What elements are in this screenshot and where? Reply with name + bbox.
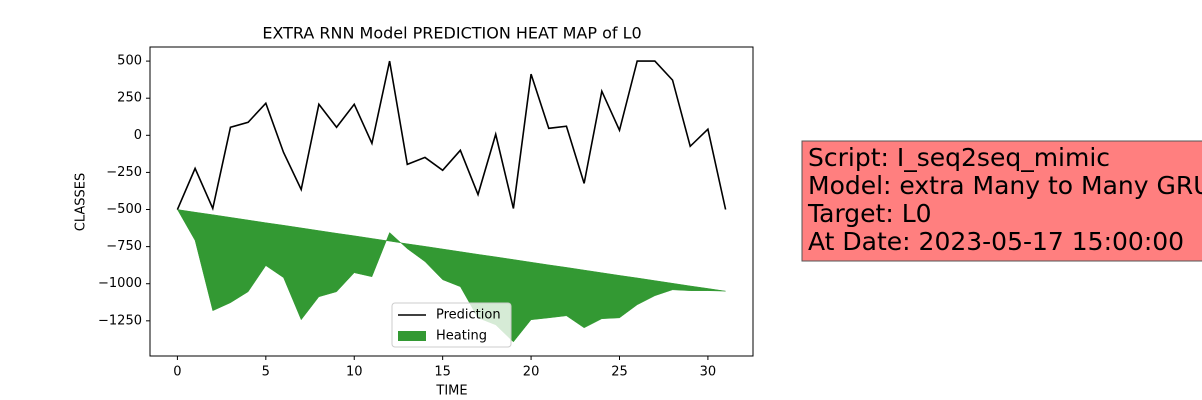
legend-swatch — [398, 331, 426, 341]
annotation-line: Model: extra Many to Many GRU — [808, 171, 1202, 200]
annotation-box — [801, 140, 1202, 262]
x-tick-label: 20 — [523, 365, 540, 380]
x-tick-label: 25 — [611, 365, 628, 380]
y-tick-label: 250 — [117, 91, 142, 106]
x-tick-label: 5 — [262, 365, 270, 380]
y-tick-label: −500 — [106, 202, 142, 217]
legend-label: Heating — [436, 329, 487, 344]
annotation-line: Script: I_seq2seq_mimic — [808, 143, 1110, 172]
plot-frame — [149, 46, 754, 357]
x-tick-label: 10 — [346, 365, 363, 380]
prediction-line — [176, 60, 727, 212]
annotation-line: At Date: 2023-05-17 15:00:00 — [808, 227, 1184, 256]
y-tick-label: −1250 — [98, 313, 142, 328]
heating-area — [176, 209, 726, 343]
y-tick-label: −1000 — [98, 276, 142, 291]
y-axis-label: CLASSES — [74, 173, 89, 231]
y-tick-label: 500 — [117, 54, 142, 69]
x-tick-label: 15 — [434, 365, 451, 380]
annotation-line: Target: L0 — [807, 199, 932, 228]
legend-label: Prediction — [436, 308, 501, 323]
x-axis-label: TIME — [435, 384, 467, 399]
chart-title: EXTRA RNN Model PREDICTION HEAT MAP of L… — [262, 24, 641, 43]
y-tick-label: 0 — [134, 128, 142, 143]
x-tick-label: 30 — [700, 365, 717, 380]
y-tick-label: −250 — [106, 165, 142, 180]
x-tick-label: 0 — [173, 365, 181, 380]
y-tick-label: −750 — [106, 239, 142, 254]
